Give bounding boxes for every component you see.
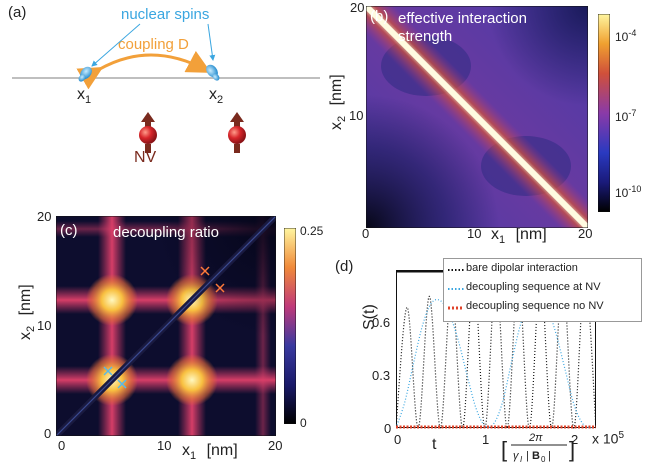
svg-text:B: B bbox=[532, 450, 540, 462]
svg-text:[: [ bbox=[501, 437, 507, 462]
panel-d-x-multiplier: x 105 bbox=[592, 430, 624, 447]
nuclear-spin-1 bbox=[77, 64, 94, 83]
nv-label: NV bbox=[134, 149, 156, 167]
nuclear-spin-2 bbox=[204, 62, 221, 82]
legend-bare: bare dipolar interaction bbox=[466, 262, 578, 274]
panel-d-legend: bare dipolar interaction decoupling sequ… bbox=[443, 258, 642, 322]
panel-b-colorbar bbox=[598, 14, 610, 212]
panel-d-xunit: [ ] 2π γ I | B 0 | bbox=[499, 428, 579, 468]
panel-d-label: (d) bbox=[335, 258, 353, 275]
panel-c-xtick-20: 20 bbox=[268, 438, 282, 453]
panel-b-cbtick-3: 10-10 bbox=[615, 184, 641, 200]
panel-c-ytick-20: 20 bbox=[37, 209, 51, 224]
panel-d-xtick-1: 1 bbox=[482, 432, 489, 447]
panel-d-ytick-0: 0 bbox=[384, 421, 391, 436]
panel-d-ytick-03: 0.3 bbox=[372, 368, 390, 383]
panel-c-ylabel: x2 [nm] bbox=[17, 284, 37, 340]
panel-b-title-line1: effective interaction bbox=[398, 10, 527, 27]
legend-at-nv: decoupling sequence at NV bbox=[466, 281, 601, 293]
svg-text:]: ] bbox=[569, 437, 575, 462]
nv-center-1 bbox=[139, 112, 157, 153]
svg-text:0: 0 bbox=[541, 455, 546, 464]
panel-b-ylabel: x2 [nm] bbox=[328, 74, 348, 130]
panel-b-xtick-10: 10 bbox=[467, 226, 481, 241]
panel-c-ytick-10: 10 bbox=[37, 318, 51, 333]
panel-c-colorbar bbox=[284, 228, 296, 424]
panel-c-cbtick-bottom: 0 bbox=[300, 416, 307, 430]
panel-c-label: (c) bbox=[60, 222, 78, 239]
panel-b-cbtick-1: 10-4 bbox=[615, 28, 636, 44]
x2-label: x2 bbox=[209, 86, 223, 106]
svg-text:|: | bbox=[548, 450, 551, 462]
panel-c-title: decoupling ratio bbox=[113, 224, 219, 241]
x1-label: x1 bbox=[77, 86, 91, 106]
coupling-arrow bbox=[98, 55, 206, 70]
panel-b-cbtick-2: 10-7 bbox=[615, 108, 636, 124]
panel-b-xtick-20: 20 bbox=[578, 226, 592, 241]
panel-d-xtick-0: 0 bbox=[394, 432, 401, 447]
spin-pointer-2 bbox=[208, 24, 213, 60]
legend-no-nv: decoupling sequence no NV bbox=[466, 300, 604, 312]
panel-c-cbtick-top: 0.25 bbox=[300, 224, 323, 238]
panel-c-xtick-0: 0 bbox=[58, 438, 65, 453]
nv-center-2 bbox=[228, 112, 246, 153]
panel-b-ytick-20: 20 bbox=[350, 0, 364, 15]
panel-a-diagram bbox=[0, 0, 330, 180]
svg-text:|: | bbox=[526, 450, 529, 462]
svg-text:γ: γ bbox=[513, 450, 520, 462]
panel-c-ytick-0: 0 bbox=[44, 426, 51, 441]
svg-text:2π: 2π bbox=[528, 432, 543, 444]
svg-text:I: I bbox=[520, 455, 523, 464]
panel-b-title-line2: strength bbox=[398, 28, 452, 45]
panel-b-ytick-10: 10 bbox=[349, 108, 363, 123]
decoupling-heatmap bbox=[56, 216, 276, 436]
panel-b-xtick-0: 0 bbox=[362, 226, 369, 241]
panel-c-xtick-10: 10 bbox=[157, 438, 171, 453]
panel-d-ytick-06: 0.6 bbox=[372, 315, 390, 330]
panel-b-xlabel: x1 [nm] bbox=[491, 226, 547, 246]
spin-pointer-1 bbox=[92, 24, 140, 66]
panel-c-xlabel: x1 [nm] bbox=[182, 442, 238, 462]
panel-b-label: (b) bbox=[370, 8, 388, 25]
panel-d-xlabel: t bbox=[432, 436, 436, 454]
